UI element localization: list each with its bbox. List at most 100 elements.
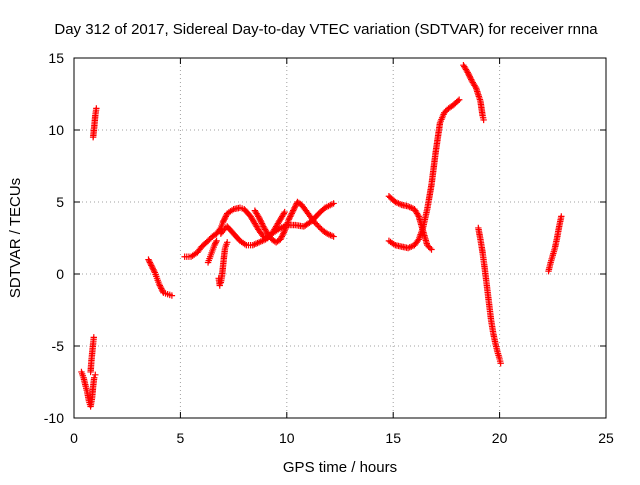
data-point bbox=[454, 97, 462, 105]
data-point bbox=[467, 74, 474, 82]
data-point bbox=[204, 237, 212, 245]
y-tick-label: -5 bbox=[52, 338, 65, 354]
data-point bbox=[150, 267, 158, 275]
data-point bbox=[289, 208, 296, 216]
data-point bbox=[291, 204, 298, 211]
x-axis-label: GPS time / hours bbox=[283, 459, 397, 476]
data-point bbox=[286, 214, 293, 222]
data-point bbox=[256, 216, 264, 223]
data-point bbox=[292, 203, 299, 210]
data-point bbox=[258, 218, 265, 226]
data-point bbox=[150, 266, 157, 273]
data-point bbox=[424, 242, 431, 249]
data-point bbox=[156, 282, 164, 289]
data-point bbox=[206, 236, 213, 243]
y-tick-label: -10 bbox=[44, 410, 64, 426]
data-point bbox=[148, 263, 156, 270]
data-point bbox=[158, 286, 166, 294]
data-point bbox=[426, 244, 434, 252]
data-point bbox=[158, 285, 165, 292]
data-point bbox=[211, 240, 219, 247]
data-point bbox=[146, 259, 154, 266]
data-point bbox=[480, 116, 487, 124]
data-point bbox=[145, 256, 152, 263]
data-point bbox=[277, 234, 285, 242]
data-point bbox=[472, 83, 479, 90]
data-point bbox=[257, 217, 264, 224]
x-tick-label: 25 bbox=[598, 430, 614, 446]
data-point bbox=[219, 227, 227, 234]
data-point bbox=[441, 109, 448, 116]
data-point bbox=[147, 260, 154, 268]
x-tick-label: 0 bbox=[70, 430, 78, 446]
data-point bbox=[558, 213, 565, 220]
data-point bbox=[212, 239, 220, 246]
data-point bbox=[91, 374, 98, 381]
plot-frame bbox=[73, 57, 607, 419]
data-point bbox=[280, 229, 288, 236]
data-point bbox=[425, 243, 432, 250]
data-point bbox=[220, 217, 227, 224]
data-point bbox=[157, 283, 164, 291]
data-point bbox=[280, 230, 287, 237]
data-point bbox=[414, 211, 422, 219]
data-point bbox=[90, 334, 97, 341]
data-point bbox=[145, 257, 153, 265]
y-tick-label: 15 bbox=[48, 50, 64, 66]
data-point bbox=[281, 208, 288, 216]
x-tick-label: 15 bbox=[385, 430, 401, 446]
data-point bbox=[311, 218, 318, 226]
data-point bbox=[289, 207, 297, 214]
data-point bbox=[428, 246, 435, 253]
data-point bbox=[408, 243, 415, 250]
data-point bbox=[255, 214, 263, 222]
data-point bbox=[288, 210, 295, 217]
chart-title: Day 312 of 2017, Sidereal Day-to-day VTE… bbox=[54, 21, 598, 38]
data-point bbox=[221, 214, 229, 222]
data-point bbox=[277, 236, 284, 243]
data-point bbox=[312, 220, 320, 227]
data-point bbox=[287, 211, 295, 219]
data-point bbox=[464, 69, 471, 76]
x-tick-label: 5 bbox=[177, 430, 185, 446]
data-point bbox=[155, 280, 163, 288]
data-points bbox=[78, 62, 565, 410]
data-point bbox=[211, 242, 218, 249]
data-point bbox=[278, 233, 286, 240]
data-point bbox=[148, 262, 155, 269]
y-tick-label: 5 bbox=[56, 194, 64, 210]
data-point bbox=[330, 200, 337, 207]
data-point bbox=[466, 73, 474, 80]
data-point bbox=[216, 282, 223, 289]
data-point bbox=[290, 206, 298, 213]
data-point bbox=[497, 360, 504, 367]
y-tick-label: 10 bbox=[48, 122, 64, 138]
data-point bbox=[149, 265, 156, 272]
data-point bbox=[279, 231, 286, 239]
data-point bbox=[465, 70, 472, 78]
data-point bbox=[442, 108, 449, 115]
data-point bbox=[465, 72, 473, 79]
data-point bbox=[316, 224, 324, 232]
data-point bbox=[258, 220, 266, 227]
x-tick-label: 10 bbox=[279, 430, 295, 446]
data-point bbox=[221, 216, 228, 223]
data-point bbox=[168, 292, 176, 299]
y-axis-label: SDTVAR / TECUs bbox=[7, 178, 24, 298]
data-point bbox=[219, 218, 227, 226]
axes: 0 5 10 15 20 25 -10 -5 0 5 10 15 bbox=[44, 50, 614, 446]
data-point bbox=[314, 221, 321, 229]
y-tick-label: 0 bbox=[56, 266, 64, 282]
x-tick-label: 20 bbox=[492, 430, 508, 446]
grid bbox=[74, 58, 606, 418]
data-point bbox=[93, 105, 100, 112]
data-point bbox=[315, 223, 322, 230]
data-point bbox=[213, 237, 220, 245]
data-point bbox=[285, 216, 293, 223]
data-point bbox=[222, 213, 229, 220]
data-point bbox=[280, 210, 288, 217]
data-point bbox=[224, 239, 231, 246]
data-point bbox=[287, 213, 294, 220]
